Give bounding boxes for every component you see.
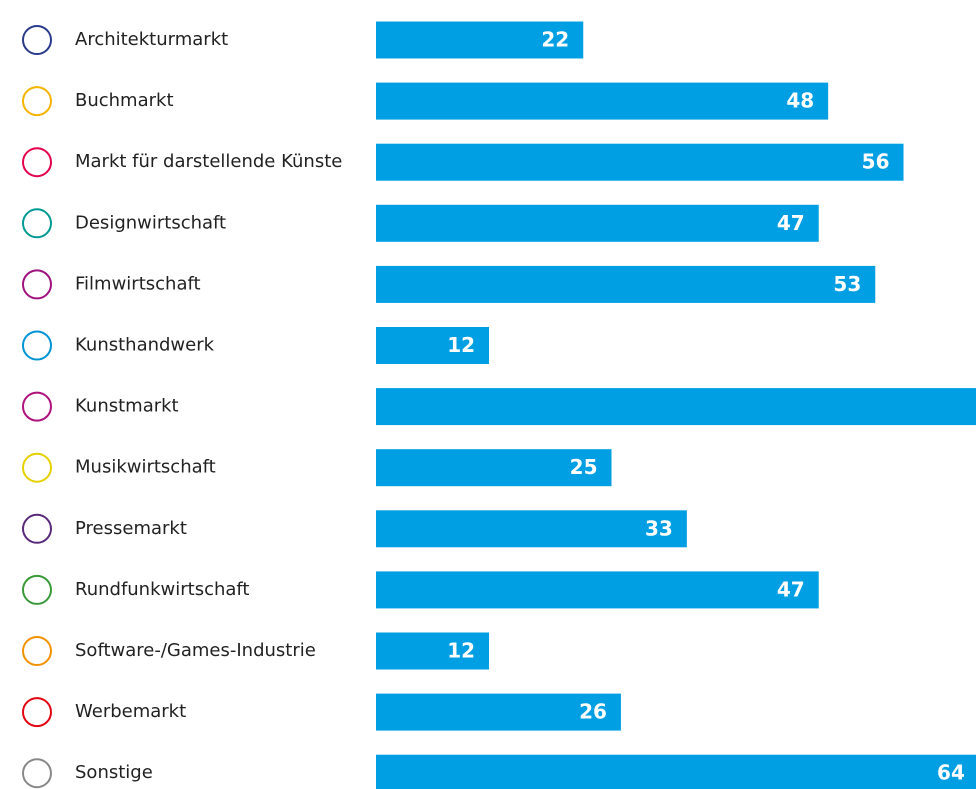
- value-label: 47: [777, 577, 805, 601]
- bar: [376, 388, 976, 426]
- category-icon: [22, 391, 52, 422]
- value-label: 26: [579, 700, 607, 724]
- bar: [376, 510, 687, 548]
- bar: [376, 754, 976, 789]
- value-label: 12: [447, 639, 475, 663]
- bar: [376, 143, 904, 181]
- category-icon: [22, 574, 52, 605]
- category-label: Sonstige: [75, 762, 153, 783]
- category-label: Designwirtschaft: [75, 212, 226, 233]
- value-label: 12: [447, 333, 475, 357]
- category-icon: [22, 697, 52, 728]
- bar: [376, 632, 490, 670]
- bar: [376, 327, 490, 364]
- category-icon: [22, 269, 52, 300]
- bar: [376, 265, 876, 303]
- value-label: 53: [833, 272, 861, 296]
- category-label: Markt für darstellende Künste: [75, 151, 342, 172]
- bar: [376, 571, 819, 609]
- category-icon: [22, 758, 52, 789]
- category-icon: [22, 25, 52, 55]
- bar: [376, 21, 584, 59]
- category-label: Architekturmarkt: [75, 29, 228, 50]
- bar: [376, 449, 612, 487]
- category-label: Kunstmarkt: [75, 396, 179, 417]
- category-label: Musikwirtschaft: [75, 457, 216, 478]
- category-icon: [22, 208, 52, 239]
- bar: [376, 82, 829, 120]
- category-icon: [22, 330, 52, 361]
- value-label: 22: [541, 28, 569, 52]
- category-icon: [22, 147, 52, 178]
- category-label: Werbemarkt: [75, 701, 186, 722]
- value-label: 47: [777, 211, 805, 235]
- category-label: Buchmarkt: [75, 90, 174, 111]
- category-label: Filmwirtschaft: [75, 273, 201, 294]
- category-label: Kunsthandwerk: [75, 335, 215, 356]
- category-label: Software-/Games-Industrie: [75, 640, 316, 661]
- category-icon: [22, 452, 52, 483]
- value-label: 33: [645, 516, 673, 540]
- category-icon: [22, 636, 52, 666]
- value-label: 25: [570, 455, 598, 479]
- bar: [376, 693, 621, 731]
- category-label: Pressemarkt: [75, 518, 187, 539]
- value-label: 48: [786, 89, 814, 113]
- value-label: 64: [937, 761, 965, 785]
- category-icon: [22, 86, 52, 117]
- category-icon: [22, 513, 52, 544]
- bar: [376, 204, 819, 242]
- value-label: 56: [862, 150, 890, 174]
- category-label: Rundfunkwirtschaft: [75, 579, 250, 600]
